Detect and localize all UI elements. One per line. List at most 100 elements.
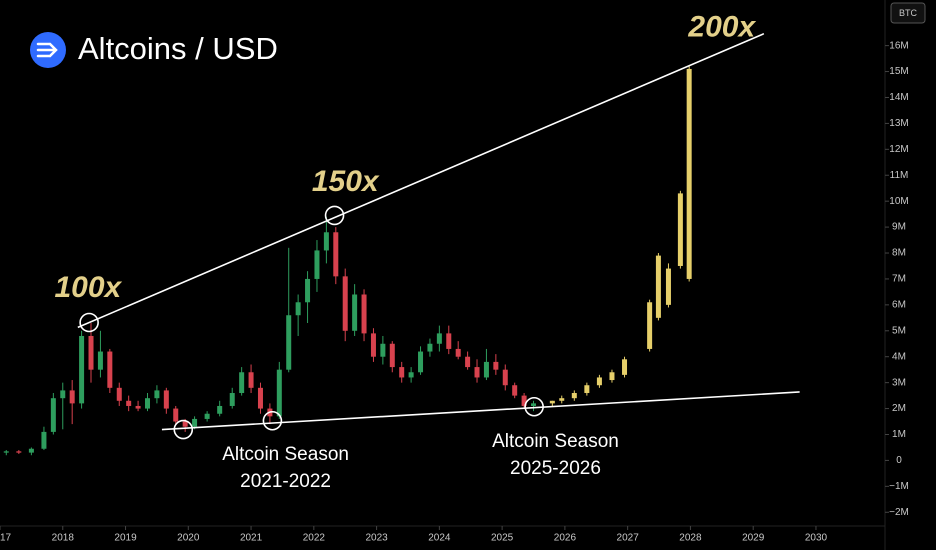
highlight-circle: [262, 410, 283, 431]
annotation: 150x: [312, 165, 380, 198]
season-label: 2025-2026: [510, 458, 601, 479]
candle-body: [69, 390, 75, 404]
candle-body: [361, 294, 367, 334]
candle-body: [28, 448, 34, 453]
x-tick-label: 2025: [491, 533, 514, 544]
y-tick-label: 4M: [892, 351, 906, 362]
candle-body: [408, 372, 414, 378]
y-tick-label: 14M: [889, 92, 908, 103]
candle-body: [493, 361, 499, 370]
y-tick-label: −2M: [889, 507, 909, 518]
y-tick-label: 3M: [892, 377, 906, 388]
x-tick-label: 2018: [52, 533, 75, 544]
chart-title: Altcoins / USD: [78, 31, 278, 66]
candle-body: [257, 387, 263, 409]
candle-body: [79, 335, 85, 404]
y-tick-label: 1M: [892, 429, 906, 440]
candle-body: [399, 367, 405, 378]
candle-body: [512, 385, 518, 396]
candle-body: [655, 255, 661, 318]
candle-body: [217, 405, 223, 414]
highlight-circle: [524, 396, 544, 417]
candle-body: [446, 333, 452, 349]
candle-body: [531, 403, 537, 406]
highlight-circle: [79, 312, 99, 333]
candle-body: [436, 333, 442, 344]
x-tick-label: 2024: [428, 533, 451, 544]
x-tick-label: 2029: [742, 533, 765, 544]
candle-body: [135, 405, 141, 409]
candle-body: [370, 333, 376, 357]
y-tick-label: 12M: [889, 144, 908, 155]
currency-button[interactable]: [890, 2, 926, 24]
candle-body: [609, 372, 615, 381]
candle-body: [154, 390, 160, 399]
x-tick-label: 2022: [303, 533, 326, 544]
y-tick-label: 7M: [892, 274, 906, 285]
candle-body: [323, 232, 329, 251]
candle-body: [455, 348, 461, 357]
y-tick-label: 8M: [892, 248, 906, 259]
y-tick-label: 13M: [889, 118, 908, 129]
candle-body: [41, 431, 47, 449]
candle-body: [182, 421, 188, 427]
candle-body: [342, 276, 348, 331]
candle-body: [502, 369, 508, 386]
y-tick-label: 16M: [889, 40, 908, 51]
y-tick-label: 0: [896, 455, 902, 466]
season-label: 2021-2022: [240, 471, 331, 492]
candle-body: [647, 302, 653, 349]
candle-body: [97, 351, 103, 370]
candle-body: [686, 68, 692, 279]
candle-body: [286, 315, 292, 370]
candle-body: [88, 335, 94, 370]
candle-body: [622, 359, 628, 375]
candle-body: [571, 393, 577, 399]
candle-body: [3, 451, 9, 453]
season-label: Altcoin Season: [222, 444, 349, 465]
candle-body: [239, 372, 245, 394]
x-tick-label: 2021: [240, 533, 263, 544]
x-tick-label: 2023: [365, 533, 388, 544]
logo-glyph: [36, 42, 58, 58]
candle-body: [50, 398, 56, 432]
y-tick-label: 11M: [890, 170, 909, 181]
candle-body: [665, 268, 671, 305]
candle-body: [16, 451, 22, 453]
highlight-circle: [324, 205, 345, 226]
candle-body: [314, 250, 320, 279]
trendline: [77, 32, 765, 329]
candle-body: [352, 294, 358, 331]
currency-button-label[interactable]: BTC: [899, 8, 918, 18]
candle-body: [333, 232, 339, 277]
candle-body: [295, 302, 301, 316]
x-tick-label: 2017: [0, 533, 12, 544]
candle-body: [192, 418, 198, 427]
candle-body: [276, 369, 282, 417]
season-label: Altcoin Season: [492, 431, 619, 452]
candle-body: [596, 377, 602, 386]
y-tick-label: 15M: [889, 66, 908, 77]
candle-body: [229, 393, 235, 406]
candle-body: [559, 398, 565, 401]
candle-body: [248, 372, 254, 388]
highlight-circle: [173, 419, 194, 440]
y-tick-label: 10M: [889, 196, 908, 207]
candle-body: [549, 400, 555, 404]
candle-body: [305, 278, 311, 303]
candle-body: [418, 351, 424, 373]
candle-body: [427, 343, 433, 352]
y-tick-label: −1M: [889, 481, 909, 492]
candle-body: [173, 408, 179, 422]
x-tick-label: 2028: [679, 533, 702, 544]
x-tick-label: 2026: [554, 533, 577, 544]
y-tick-label: 9M: [892, 222, 906, 233]
x-tick-label: 2019: [114, 533, 137, 544]
x-tick-label: 2020: [177, 533, 200, 544]
candle-body: [145, 398, 150, 409]
y-tick-label: 6M: [892, 300, 906, 311]
candle-body: [116, 387, 122, 401]
